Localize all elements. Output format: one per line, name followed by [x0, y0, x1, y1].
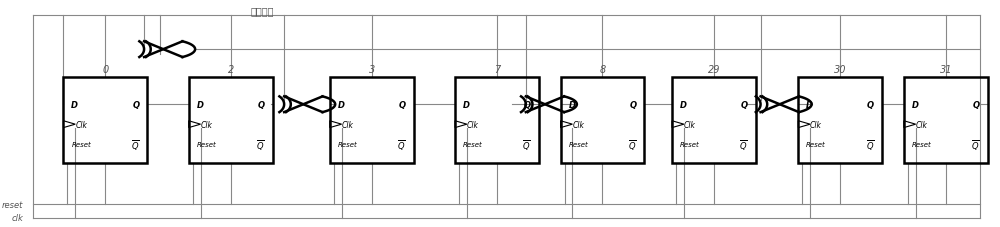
Text: Reset: Reset	[197, 141, 216, 148]
Text: clk: clk	[12, 213, 23, 222]
Text: Clk: Clk	[75, 120, 87, 129]
Text: Q: Q	[973, 100, 980, 109]
Text: D: D	[71, 100, 78, 109]
Text: Clk: Clk	[342, 120, 353, 129]
Text: D: D	[912, 100, 919, 109]
Bar	[63, 77, 147, 163]
Text: 7: 7	[494, 65, 500, 75]
Text: 2: 2	[228, 65, 234, 75]
Text: Q: Q	[867, 100, 874, 109]
Text: 31: 31	[939, 65, 952, 75]
Text: Q: Q	[629, 100, 637, 109]
Text: Clk: Clk	[572, 120, 584, 129]
Text: Reset: Reset	[806, 141, 826, 148]
Text: Reset: Reset	[568, 141, 588, 148]
Bar	[561, 77, 644, 163]
Text: $\overline{Q}$: $\overline{Q}$	[866, 137, 874, 152]
Text: $\overline{Q}$: $\overline{Q}$	[397, 137, 406, 152]
Text: 0: 0	[102, 65, 108, 75]
Bar	[672, 77, 756, 163]
Text: Clk: Clk	[916, 120, 928, 129]
Text: Q: Q	[399, 100, 406, 109]
Bar	[904, 77, 988, 163]
Text: $\overline{Q}$: $\overline{Q}$	[739, 137, 748, 152]
Text: Clk: Clk	[684, 120, 696, 129]
Text: Q: Q	[258, 100, 265, 109]
Bar	[189, 77, 273, 163]
Text: Reset: Reset	[912, 141, 931, 148]
Text: Q: Q	[132, 100, 139, 109]
Text: 3: 3	[369, 65, 375, 75]
Text: Reset: Reset	[338, 141, 357, 148]
Text: 30: 30	[834, 65, 846, 75]
Text: 29: 29	[708, 65, 720, 75]
Text: Q: Q	[524, 100, 531, 109]
Text: Clk: Clk	[467, 120, 479, 129]
Text: $\overline{Q}$: $\overline{Q}$	[628, 137, 637, 152]
Text: D: D	[680, 100, 687, 109]
Text: $\overline{Q}$: $\overline{Q}$	[256, 137, 265, 152]
Text: Reset: Reset	[71, 141, 91, 148]
Text: D: D	[463, 100, 470, 109]
Text: $\overline{Q}$: $\overline{Q}$	[971, 137, 980, 152]
Text: 模拟输入: 模拟输入	[250, 6, 274, 16]
Text: Q: Q	[741, 100, 748, 109]
Bar	[798, 77, 882, 163]
Text: Reset: Reset	[680, 141, 700, 148]
Bar	[330, 77, 414, 163]
Text: D: D	[338, 100, 345, 109]
Text: $\overline{Q}$: $\overline{Q}$	[131, 137, 139, 152]
Text: D: D	[806, 100, 813, 109]
Text: D: D	[568, 100, 575, 109]
Text: $\overline{Q}$: $\overline{Q}$	[522, 137, 531, 152]
Text: Reset: Reset	[463, 141, 483, 148]
Text: 8: 8	[599, 65, 606, 75]
Text: D: D	[197, 100, 204, 109]
Bar	[455, 77, 539, 163]
Text: reset: reset	[2, 200, 23, 209]
Text: Clk: Clk	[201, 120, 212, 129]
Text: Clk: Clk	[810, 120, 822, 129]
